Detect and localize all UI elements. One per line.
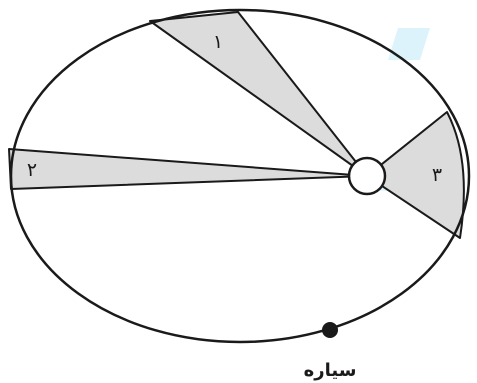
planet-dot — [322, 322, 338, 338]
region-label-3: ۳ — [432, 164, 442, 186]
sun-circle — [347, 156, 387, 196]
planet-label: سیاره — [304, 360, 357, 381]
watermark-shape — [388, 28, 430, 60]
region-label-1: ۱ — [213, 31, 223, 53]
swept-area-region-3 — [366, 111, 465, 239]
swept-area-region-2 — [8, 148, 368, 190]
orbit-ellipse — [9, 8, 471, 344]
swept-area-region-1 — [149, 11, 368, 177]
region-label-2: ۲ — [27, 159, 37, 181]
